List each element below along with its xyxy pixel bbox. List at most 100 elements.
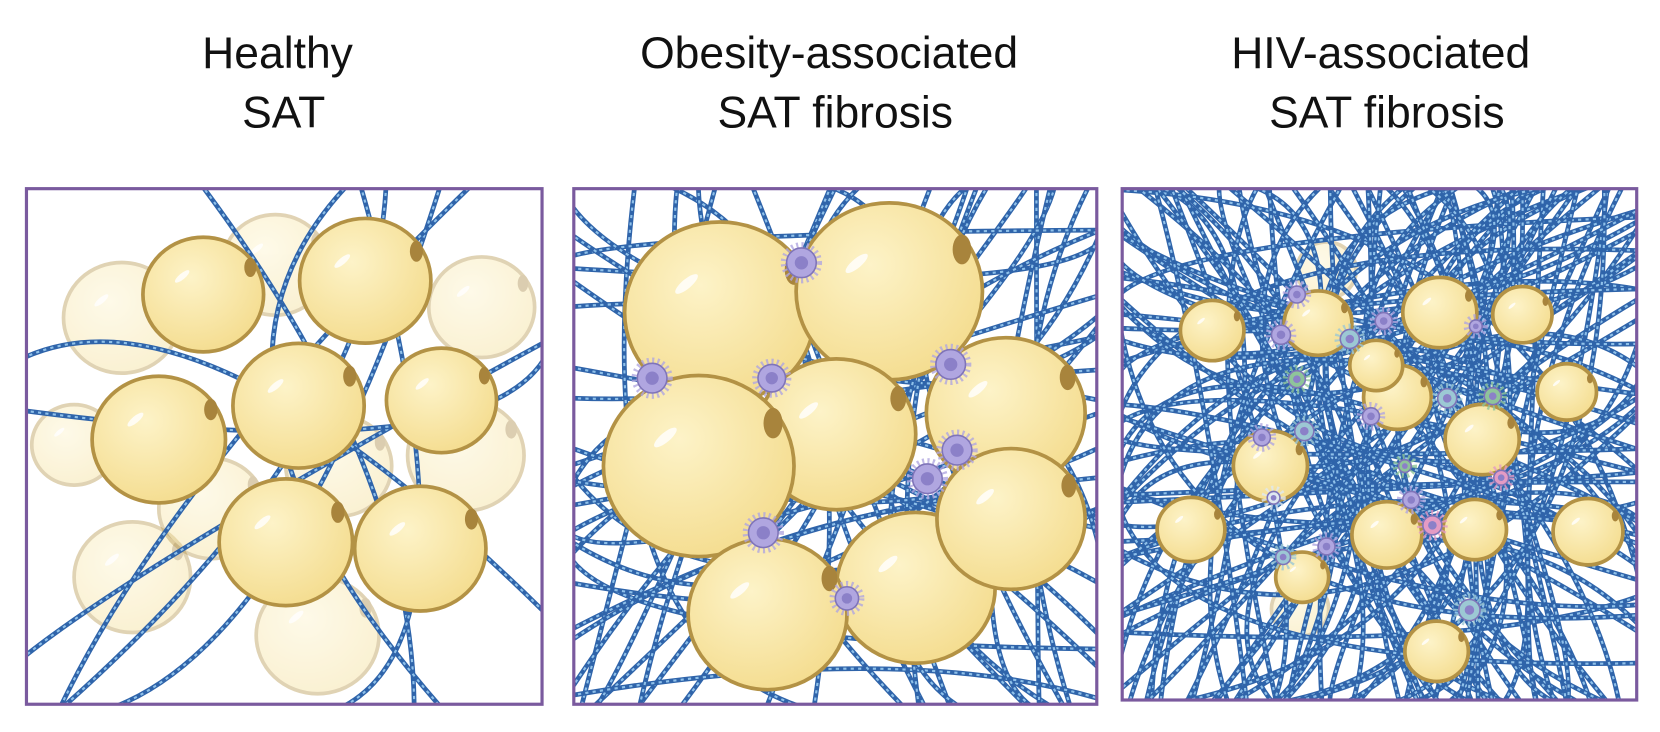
cell-body [1443,402,1522,477]
highlight [1197,317,1205,325]
nucleus [343,365,357,387]
cell-body [1350,499,1424,570]
immune-nucleus [1279,553,1287,561]
cell-body [1178,298,1246,363]
cell-body [231,341,367,470]
collagen-fiber-twist [1427,188,1512,701]
collagen-fiber-twist [26,360,543,433]
immune-cell [752,358,792,398]
title-line: Obesity-associated [640,29,1018,78]
cell-body [935,446,1087,592]
cell-body [686,536,849,692]
cell-body [1273,550,1331,605]
immune-cell [1282,364,1312,394]
collagen-fiber [1122,508,1637,666]
adipocyte [297,216,433,345]
immune-nucleus [1345,334,1355,344]
immune-nucleus [841,593,853,604]
cell-body [601,373,796,559]
immune-nucleus [1464,605,1475,615]
collagen-fiber-twist [1286,188,1531,701]
collagen-fiber-twist [1122,332,1637,620]
collagen-fiber-twist [1122,438,1637,456]
cell-body [1490,284,1554,345]
nucleus [505,419,518,439]
immune-cell [1478,381,1508,411]
immune-cell [631,357,673,399]
nucleus [890,385,907,412]
nucleus [763,407,783,439]
cell-body [297,216,433,345]
adipocyte [1443,402,1522,477]
adipocyte [601,373,796,559]
highlight [105,553,119,566]
highlight [127,412,144,427]
title-line: SAT fibrosis [1269,88,1505,137]
collagen-fiber-twist [573,315,1097,506]
nucleus [1295,443,1304,456]
highlight [94,294,109,307]
immune-cell [906,458,949,500]
nucleus [1061,473,1077,498]
adipocyte [1178,298,1246,363]
adipocyte [90,374,228,505]
collagen-fiber-twist [1228,188,1620,701]
immune-nucleus [1488,392,1497,400]
cell-body [141,235,266,354]
nucleus [952,234,972,265]
cell-body [1535,361,1599,422]
collagen-fiber-twist [270,188,440,705]
immune-nucleus [1367,412,1375,421]
highlight [845,253,868,274]
collagen-fiber-twist [1156,188,1365,701]
title-line: Healthy [202,29,353,78]
nucleus [1233,311,1241,322]
immune-cell [780,242,823,284]
adipocyte [1347,338,1405,393]
collagen-fiber-twist [1296,188,1606,701]
nucleus [1214,508,1221,520]
immune-nucleus [1293,375,1301,384]
title-line: HIV-associated [1231,29,1530,78]
nucleus [1320,561,1326,570]
adipocyte [1535,361,1599,422]
nucleus [331,501,345,523]
immune-nucleus [1276,330,1286,340]
collagen-fiber [1317,188,1450,701]
collagen-fiber-twist [573,560,1097,651]
nucleus [464,508,479,530]
panel-frame [24,187,544,706]
collagen-fiber-twist [1147,188,1496,701]
collagen-fiber-twist [1176,188,1340,701]
highlight [288,610,304,624]
title-line: SAT [242,88,325,137]
highlight [878,555,898,573]
immune-nucleus [1407,496,1416,504]
cell-body [1155,495,1227,564]
nucleus [244,257,257,278]
collagen-fiber-twist [1122,403,1637,545]
highlight [1508,302,1516,309]
immune-cell [1261,485,1286,510]
panel-frame [572,187,1099,706]
immune-nucleus [1402,463,1408,469]
immune-cell [1288,415,1320,447]
highlight [1302,309,1311,317]
immune-cell [936,429,978,471]
nucleus [374,433,386,451]
highlight [654,427,677,448]
immune-cell [742,512,784,554]
panel-obesity [573,188,1097,705]
cell-body [1400,275,1479,350]
nucleus [204,398,218,421]
nucleus [1458,631,1465,643]
highlight [675,274,698,294]
immune-nucleus [944,357,958,372]
cell-body [217,477,355,608]
nucleus [1420,376,1428,388]
highlight [254,515,271,530]
cell-body [352,484,488,613]
nucleus [1507,416,1515,429]
adipocyte [1400,275,1479,350]
